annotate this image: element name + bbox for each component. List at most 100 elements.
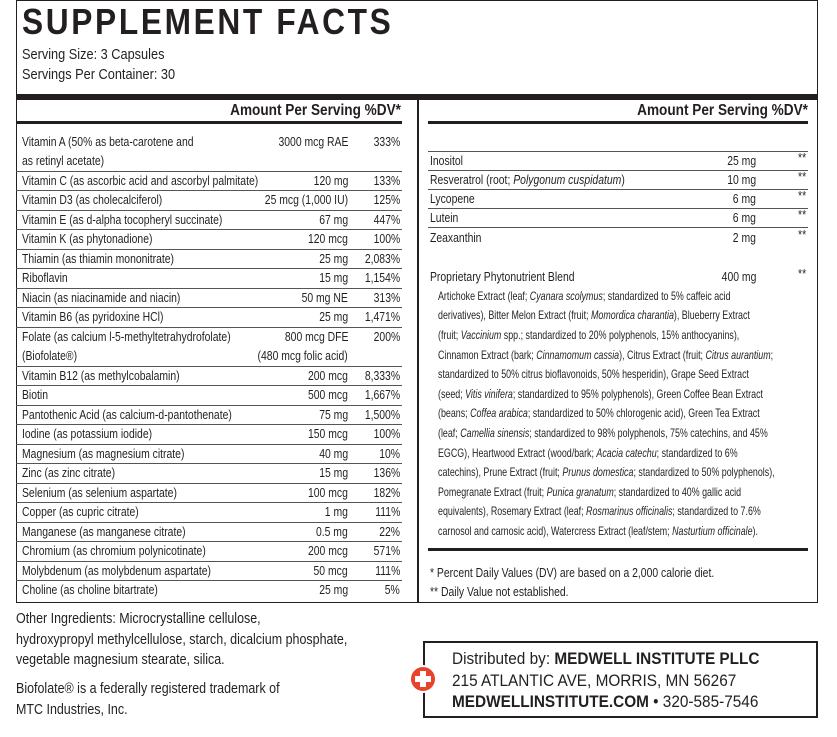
nutrient-name: Folate (as calcium l-5-methyltetrahydrof… [22, 328, 231, 344]
nutrient-amount: 67 mg [319, 211, 348, 227]
nutrient-name: Chromium (as chromium polynicotinate) [22, 543, 206, 559]
row-rule [16, 482, 402, 484]
nutrient-amount: 15 mg [319, 465, 348, 481]
text-segment: ; standardized to 40% gallic acid [613, 484, 742, 499]
row-rule [16, 170, 402, 172]
blend-description: derivatives), Bitter Melon Extract (frui… [438, 308, 750, 322]
nutrient-dv: 5% [384, 582, 400, 598]
nutrient-amount: 25 mcg (1,000 IU) [264, 192, 348, 208]
nutrient-amount: 120 mg [313, 172, 348, 188]
nutrient-name: Lutein [430, 210, 459, 226]
nutrient-name: Choline (as choline bitartrate) [22, 582, 158, 598]
text-segment: standardized to 50% citrus bioflavonoids… [438, 367, 749, 382]
blend-description: (leaf; Camellia sinensis; standardized t… [438, 426, 768, 440]
trademark-note: MTC Industries, Inc. [16, 702, 128, 719]
nutrient-dv: 1,500% [364, 406, 400, 422]
row-rule [16, 463, 402, 464]
row-rule [16, 307, 402, 308]
nutrient-dv: 125% [373, 192, 400, 208]
medical-icon [409, 665, 437, 693]
nutrient-dv: 10% [379, 445, 400, 461]
nutrient-dv: 8,333% [364, 367, 400, 383]
nutrient-amount: 25 mg [319, 250, 348, 266]
text-segment: ; standardized to 6% [656, 445, 738, 460]
text-segment: Vaccinium [460, 328, 502, 342]
row-rule [16, 385, 402, 386]
blend-description: standardized to 50% citrus bioflavonoids… [438, 367, 749, 381]
blend-description: (fruit; Vaccinium spp.; standardized to … [438, 328, 739, 342]
row-rule [16, 229, 402, 230]
nutrient-dv: 333% [373, 133, 400, 149]
nutrient-dv: 313% [373, 289, 400, 305]
other-ingredients: vegetable magnesium stearate, silica. [16, 652, 225, 669]
distributor-line: 215 ATLANTIC AVE, MORRIS, MN 56267 [452, 672, 736, 692]
distributor-line: MEDWELLINSTITUTE.COM • 320-585-7546 [452, 693, 758, 713]
text-segment: ; standardized to 5% caffeic acid [602, 288, 731, 303]
nutrient-amount: 500 mcg [308, 387, 348, 403]
nutrient-amount: 200 mcg [308, 367, 348, 383]
nutrient-dv: 22% [379, 523, 400, 539]
text-segment: Nasturtium officinale [672, 524, 753, 538]
footnote-rule [428, 548, 808, 551]
other-ingredients: hydroxypropyl methylcellulose, starch, d… [16, 631, 348, 648]
row-rule [16, 521, 402, 523]
text-segment: Acacia catechu [596, 445, 657, 460]
blend-name: Proprietary Phytonutrient Blend [430, 269, 575, 285]
distributor-box [423, 641, 818, 718]
nutrient-amount: 150 mcg [308, 426, 348, 442]
nutrient-amount: 120 mcg [308, 231, 348, 247]
nutrient-name: Inositol [430, 152, 463, 168]
text-segment: Polygonum cuspidatum [513, 172, 622, 187]
text-segment: ), Blueberry Extract [673, 308, 750, 323]
blend-description: (beans; Coffea arabica; standardized to … [438, 406, 760, 420]
text-segment: Cinnamon Extract (bark; [438, 347, 537, 362]
row-rule [16, 326, 402, 328]
text-segment: Momordica charantia [590, 308, 674, 323]
blend-amount: 400 mg [721, 269, 756, 285]
text-segment: Rosmarinus officinalis [586, 504, 673, 519]
row-rule [16, 424, 402, 425]
nutrient-name: Vitamin C (as ascorbic acid and ascorbyl… [22, 172, 259, 188]
text-segment: Pomegranate Extract (fruit; [438, 484, 547, 499]
other-ingredients: Other Ingredients: Microcrystalline cell… [16, 611, 261, 628]
text-segment: ; standardized to 7.6% [672, 504, 761, 519]
row-rule [16, 268, 402, 269]
text-segment: MEDWELL INSTITUTE PLLC [554, 650, 760, 669]
nutrient-name: Vitamin B12 (as methylcobalamin) [22, 367, 180, 383]
nutrient-name: Copper (as cupric citrate) [22, 504, 139, 520]
title: SUPPLEMENT FACTS [22, 1, 394, 43]
text-segment: Coffea arabica [470, 406, 528, 421]
nutrient-dv: 111% [374, 562, 400, 578]
nutrient-dv: 182% [373, 484, 400, 500]
nutrient-name: Biotin [22, 387, 49, 403]
text-segment: Camellia sinensis [460, 426, 530, 440]
row-rule [428, 208, 808, 210]
nutrient-name: Riboflavin [22, 270, 68, 286]
nutrient-dv: 1,667% [364, 387, 400, 403]
nutrient-amount: 2 mg [732, 229, 756, 245]
blend-description: EGCG), Heartwood Extract (wood/bark; Aca… [438, 446, 738, 460]
row-rule [428, 150, 808, 152]
row-rule [16, 404, 402, 406]
footnote: ** Daily Value not established. [430, 584, 569, 600]
nutrient-name: Selenium (as selenium aspartate) [22, 484, 177, 500]
text-segment: Cyanara scolymus [529, 288, 603, 303]
nutrient-name: Thiamin (as thiamin mononitrate) [22, 250, 175, 266]
nutrient-dv: 571% [373, 543, 400, 559]
footnote: * Percent Daily Values (DV) are based on… [430, 565, 715, 581]
text-segment: (beans; [438, 406, 471, 421]
nutrient-amount: 100 mcg [308, 484, 348, 500]
nutrient-name: Lycopene [430, 191, 475, 207]
nutrient-amount: 40 mg [319, 445, 348, 461]
nutrient-amount: 15 mg [319, 270, 348, 286]
nutrient-amount: 6 mg [732, 210, 756, 226]
text-segment: (leaf; [438, 426, 461, 440]
row-rule [16, 580, 402, 581]
nutrient-dv: 133% [373, 172, 400, 188]
text-segment: • 320-585-7546 [648, 693, 759, 712]
row-rule [16, 560, 402, 562]
heading-rule [428, 121, 808, 124]
row-rule [16, 190, 402, 191]
text-segment: Cinnamomum cassia [536, 347, 620, 362]
nutrient-amount: 50 mg NE [301, 289, 348, 305]
